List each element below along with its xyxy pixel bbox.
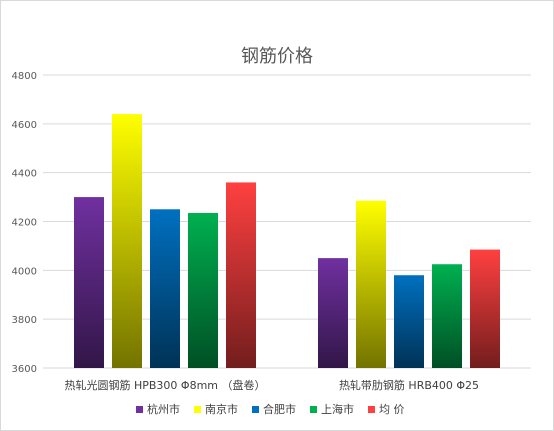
y-tick-label: 3800 xyxy=(12,315,37,326)
legend-swatch xyxy=(310,406,317,413)
legend-label: 上海市 xyxy=(321,402,354,416)
legend-swatch xyxy=(136,406,143,413)
x-category-label: 热轧光圆钢筋 HPB300 Φ8mm （盘卷） xyxy=(64,378,265,392)
x-axis-categories: 热轧光圆钢筋 HPB300 Φ8mm （盘卷） 热轧带肋钢筋 HRB400 Φ25 xyxy=(64,378,479,392)
legend: 杭州市 南京市 合肥市 上海市 均 价 xyxy=(136,402,405,416)
x-category-label: 热轧带肋钢筋 HRB400 Φ25 xyxy=(339,378,479,392)
legend-swatch xyxy=(368,406,375,413)
bar xyxy=(112,114,142,368)
bar xyxy=(74,197,104,368)
legend-label: 均 价 xyxy=(379,403,405,416)
bar xyxy=(318,258,348,368)
y-tick-label: 4800 xyxy=(12,71,37,82)
legend-label: 合肥市 xyxy=(263,402,296,416)
bar xyxy=(432,264,462,368)
bar xyxy=(150,209,180,368)
y-tick-label: 3600 xyxy=(12,364,37,375)
y-tick-label: 4000 xyxy=(12,266,37,277)
bar xyxy=(188,212,218,368)
chart-title: 钢筋价格 xyxy=(241,46,313,67)
legend-swatch xyxy=(194,406,201,413)
legend-label: 南京市 xyxy=(205,402,238,416)
y-tick-label: 4600 xyxy=(12,120,37,131)
legend-label: 杭州市 xyxy=(147,402,180,416)
bar xyxy=(394,275,424,368)
y-axis-ticks: 3600 3800 4000 4200 4400 4600 4800 xyxy=(12,71,37,375)
bar xyxy=(356,200,386,368)
y-tick-label: 4400 xyxy=(12,169,37,180)
y-tick-label: 4200 xyxy=(12,218,37,229)
bar xyxy=(470,249,500,368)
legend-swatch xyxy=(252,406,259,413)
bar xyxy=(226,182,256,368)
bars xyxy=(74,114,500,368)
